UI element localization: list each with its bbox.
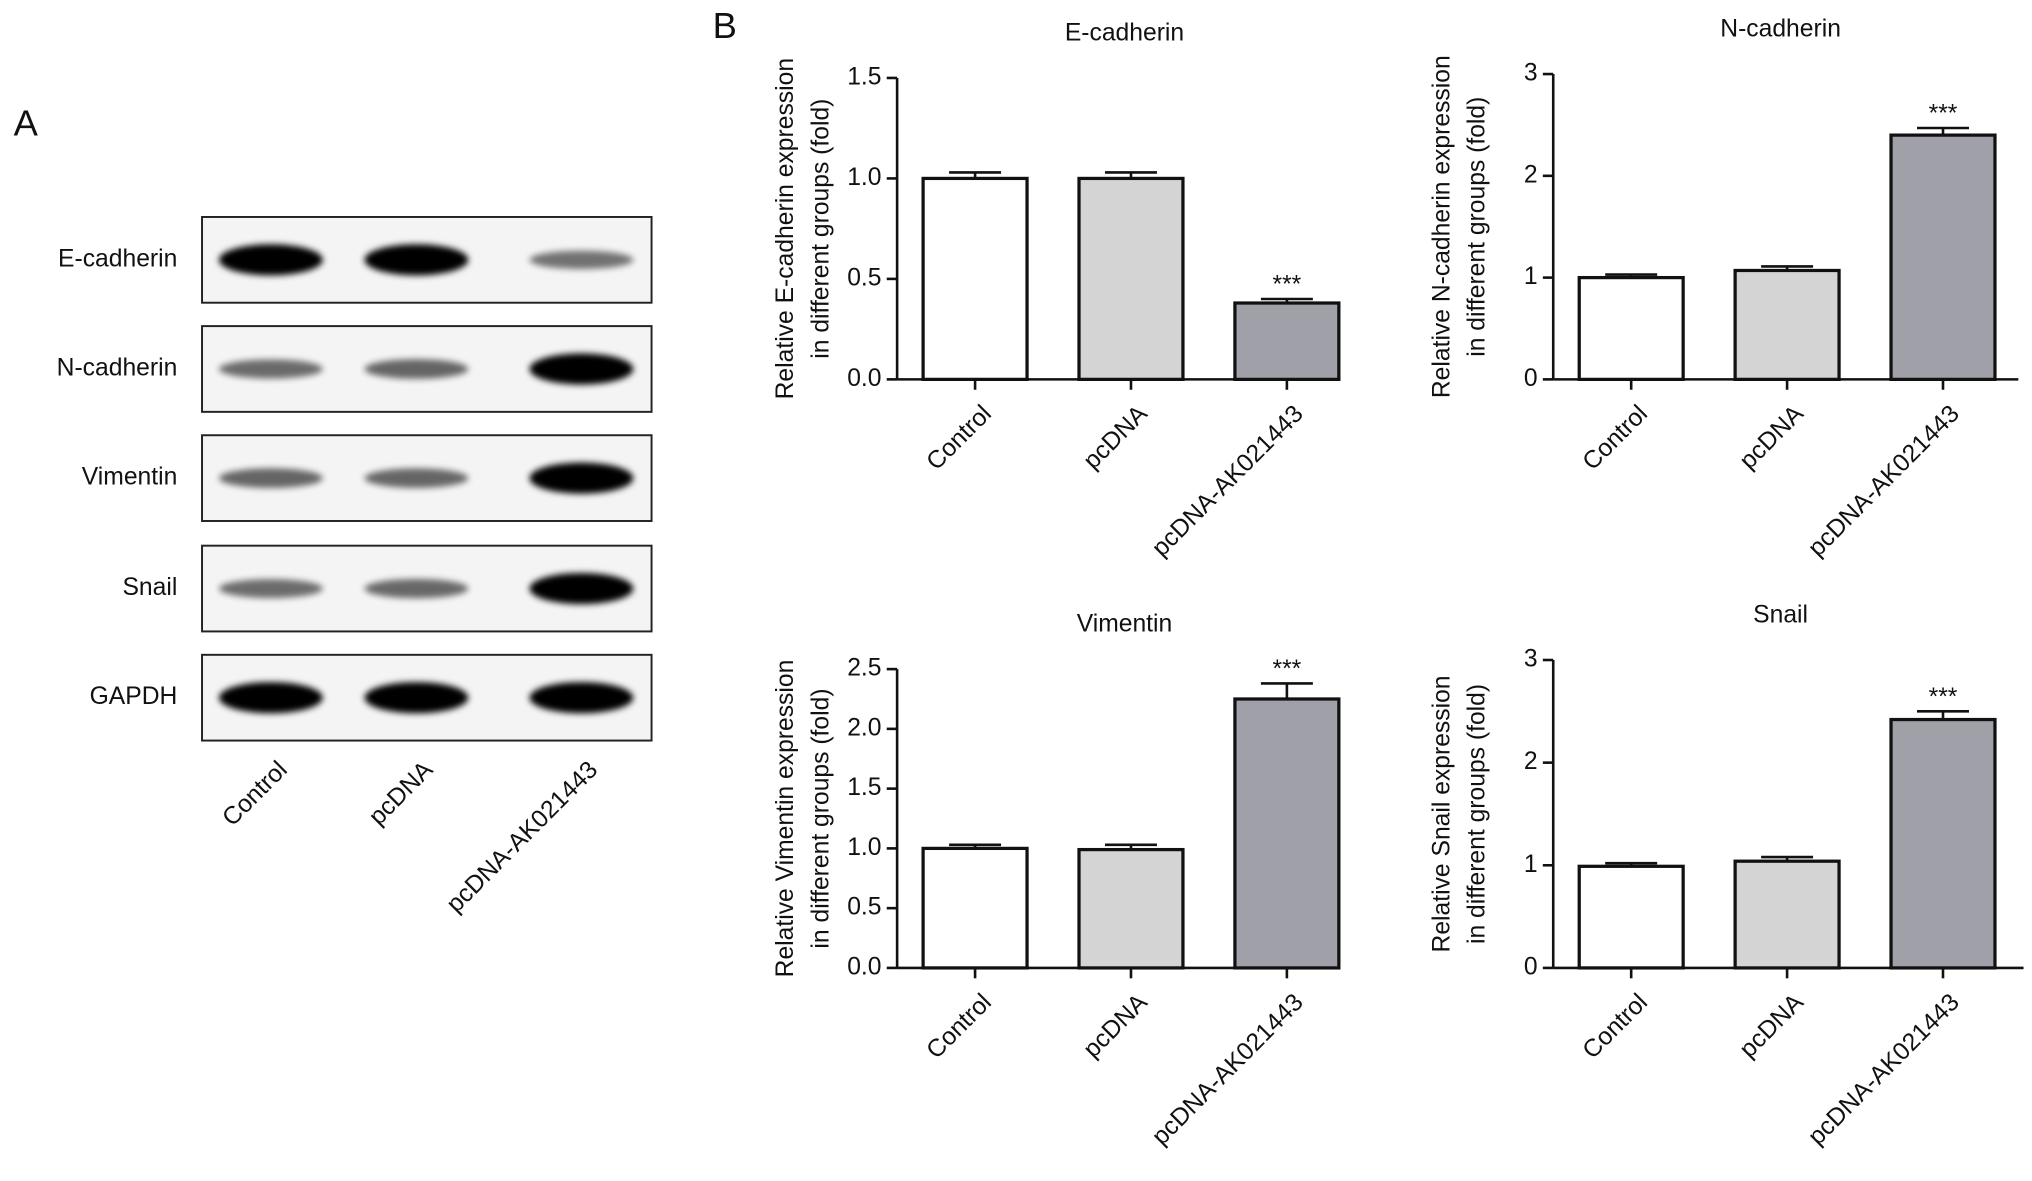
x-tick-label: Control	[922, 989, 997, 1064]
x-tick-label: Control	[1578, 400, 1653, 475]
y-tick-label: 3	[1524, 60, 1538, 87]
y-axis-label: Relative N-cadherin expression	[1428, 55, 1455, 398]
y-tick-label: 1.5	[847, 63, 881, 90]
chart-title: E-cadherin	[1065, 19, 1184, 46]
significance: ***	[1929, 101, 1958, 128]
x-tick-label: pcDNA	[1078, 400, 1153, 475]
x-tick-label: pcDNA	[1735, 400, 1810, 475]
y-axis-label: Relative Vimentin expression	[772, 660, 799, 978]
y-tick-label: 1.0	[847, 834, 881, 861]
y-axis-label: in different groups (fold)	[807, 688, 834, 948]
blot-row-label: Vimentin	[82, 464, 178, 491]
y-axis-label: in different groups (fold)	[1463, 684, 1490, 944]
x-tick-label: pcDNA-AK021443	[1803, 400, 1965, 562]
y-axis-label: in different groups (fold)	[807, 99, 834, 359]
blot-lane-label: pcDNA	[364, 756, 439, 831]
y-tick-label: 2.5	[847, 655, 881, 682]
x-tick-label: pcDNA-AK021443	[1147, 989, 1309, 1151]
blot-band	[218, 359, 323, 379]
y-tick-label: 0.5	[847, 894, 881, 921]
blot-band	[218, 244, 323, 276]
y-tick-label: 0.5	[847, 264, 881, 291]
bar	[1577, 864, 1685, 970]
blot-row-label: GAPDH	[90, 683, 178, 710]
x-tick-label: Control	[922, 400, 997, 475]
bar	[1233, 301, 1341, 381]
panel-label: A	[14, 103, 39, 144]
blot-lane-label: Control	[217, 756, 292, 831]
x-tick-label: pcDNA-AK021443	[1147, 400, 1309, 562]
y-tick-label: 2	[1524, 161, 1538, 188]
x-tick-label: pcDNA	[1078, 988, 1153, 1063]
blot-row-label: Snail	[122, 574, 177, 601]
x-tick-label: Control	[1578, 989, 1653, 1064]
blot-band	[364, 468, 469, 488]
y-tick-label: 1	[1524, 263, 1538, 290]
chart-title: Vimentin	[1077, 610, 1173, 637]
bar	[1889, 717, 1997, 970]
blot-band	[364, 359, 469, 379]
bar	[1889, 133, 1997, 381]
bar	[1077, 176, 1185, 381]
x-tick-label: pcDNA-AK021443	[1803, 989, 1965, 1151]
significance: ***	[1929, 684, 1958, 711]
y-tick-label: 1.0	[847, 164, 881, 191]
significance: ***	[1272, 272, 1301, 299]
blot-band	[218, 579, 323, 599]
bar	[1233, 697, 1341, 970]
blot-band	[218, 682, 323, 714]
y-axis-label: Relative E-cadherin expression	[772, 58, 799, 399]
blot-row-label: E-cadherin	[58, 245, 177, 272]
blot-band	[529, 250, 634, 269]
y-tick-label: 0.0	[847, 953, 881, 980]
significance: ***	[1272, 656, 1301, 683]
blot-band	[364, 682, 469, 714]
y-tick-label: 2.0	[847, 714, 881, 741]
y-tick-label: 0	[1524, 953, 1538, 980]
y-axis-label: in different groups (fold)	[1463, 97, 1490, 357]
chart-title: Snail	[1753, 601, 1808, 628]
blot-band	[529, 462, 634, 494]
bar	[1733, 859, 1841, 970]
blot-band	[529, 682, 634, 714]
panel-label: B	[713, 5, 737, 46]
blot-band	[218, 468, 323, 488]
bar	[921, 846, 1029, 970]
y-tick-label: 0.0	[847, 365, 881, 392]
bar	[1733, 268, 1841, 381]
blot-lane-label: pcDNA-AK021443	[442, 756, 604, 918]
bar	[1077, 847, 1185, 970]
x-tick-label: pcDNA	[1735, 988, 1810, 1063]
y-tick-label: 1	[1524, 851, 1538, 878]
blot-band	[364, 578, 469, 599]
blot-band	[529, 353, 634, 385]
bar	[1577, 275, 1685, 381]
blot-band	[364, 244, 469, 276]
y-tick-label: 2	[1524, 748, 1538, 775]
y-tick-label: 3	[1524, 646, 1538, 673]
y-axis-label: Relative Snail expression	[1428, 675, 1455, 952]
y-tick-label: 1.5	[847, 774, 881, 801]
bar	[921, 176, 1029, 381]
blot-band	[529, 572, 634, 605]
blot-row-label: N-cadherin	[57, 354, 178, 381]
chart-title: N-cadherin	[1720, 15, 1841, 42]
y-tick-label: 0	[1524, 365, 1538, 392]
